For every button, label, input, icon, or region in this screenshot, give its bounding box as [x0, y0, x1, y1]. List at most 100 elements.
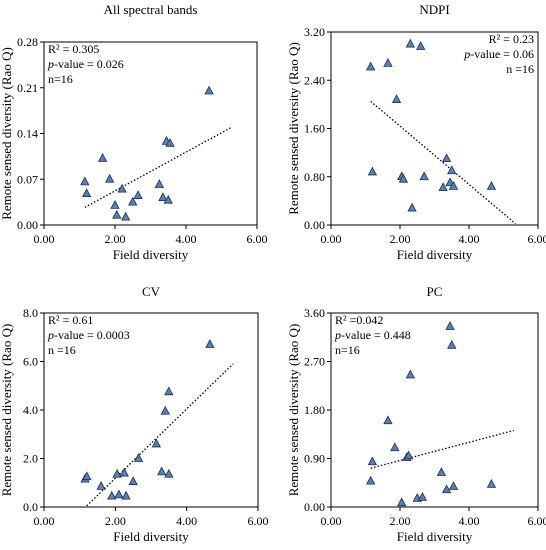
x-tick-label: 4.00: [459, 514, 480, 528]
annotation-pvalue: p-value = 0.0003: [47, 328, 130, 342]
annotation-p-symbol: p: [47, 328, 54, 342]
plot-frame: [43, 312, 259, 508]
data-point: [81, 188, 92, 198]
annotation-pvalue: p-value = 0.026: [47, 57, 124, 71]
y-tick-label: 3.20: [304, 25, 325, 39]
x-tick-label: 6.00: [528, 232, 546, 246]
y-tick-label: 0.07: [17, 172, 38, 186]
y-tick-label: 2.0: [23, 452, 38, 466]
data-point: [110, 200, 120, 209]
x-tick-label: 0.00: [34, 232, 55, 246]
data-point: [447, 339, 457, 349]
data-point: [105, 173, 115, 183]
trend-line: [84, 126, 233, 208]
data-point: [367, 456, 378, 466]
data-point: [97, 152, 108, 162]
x-tick-label: 4.00: [176, 232, 197, 246]
y-tick-label: 6.0: [23, 355, 38, 369]
data-point: [128, 196, 138, 206]
data-point: [151, 438, 162, 448]
data-point: [419, 171, 429, 181]
chart-title: NDPI: [419, 2, 449, 17]
y-tick-label: 0.00: [304, 218, 325, 232]
data-point: [417, 491, 428, 501]
chart-panel-4: PC 0.00 2.00 4.00 6.00 0.00 0.90 1.80 2.70 3.60 Fi…: [286, 284, 546, 544]
annotation-r2: R² = 0.23: [489, 32, 534, 46]
y-tick-label: 0.90: [304, 452, 325, 466]
y-tick-label: 0.14: [17, 127, 38, 141]
data-point: [204, 85, 214, 95]
y-tick-label: 4.0: [23, 403, 38, 417]
data-point: [107, 490, 117, 500]
annotation-p-text: -value = 0.0003: [54, 328, 130, 342]
data-point: [366, 61, 376, 71]
y-tick-label: 0.80: [304, 170, 325, 184]
y-tick-label: 0.28: [17, 35, 38, 49]
annotation-n: n=16: [335, 343, 360, 357]
data-point: [390, 442, 400, 452]
data-point: [133, 190, 143, 199]
y-tick-label: 8.0: [23, 306, 38, 320]
data-point: [117, 183, 127, 193]
data-point: [82, 471, 92, 481]
chart-panel-1: All spectral bands 0.00 2.00 4.00 6.00 0.00 0.…: [0, 2, 268, 262]
data-point: [403, 450, 414, 460]
y-tick-label: 1.60: [304, 122, 325, 136]
data-point: [405, 369, 416, 379]
chart-title: CV: [142, 284, 161, 299]
data-point: [486, 479, 497, 488]
data-point: [165, 137, 175, 147]
y-axis-label: Remote sensed diversity (Rao Q): [286, 42, 301, 215]
annotation-p-symbol: p: [47, 57, 54, 71]
data-point: [448, 181, 459, 190]
y-tick-label: 0.00: [304, 500, 325, 514]
x-tick-label: 2.00: [105, 232, 126, 246]
data-point: [121, 490, 131, 500]
data-point: [441, 484, 452, 494]
data-point: [486, 181, 497, 190]
x-tick-label: 6.00: [247, 232, 268, 246]
data-point: [163, 194, 173, 204]
x-axis-label: Field diversity: [397, 529, 473, 544]
annotation-pvalue: p-value = 0.06: [463, 47, 534, 61]
data-point: [367, 166, 378, 176]
annotation-p-text: -value = 0.448: [341, 328, 411, 342]
data-point: [164, 468, 174, 478]
data-point: [154, 179, 165, 188]
x-tick-label: 0.00: [34, 514, 55, 528]
data-point: [445, 321, 455, 330]
annotation-r2: R² = 0.61: [48, 313, 93, 327]
trend-line: [370, 100, 516, 225]
x-tick-label: 2.00: [390, 232, 411, 246]
annotation-p-symbol: p: [334, 328, 341, 342]
annotation-r2: R² = 0.305: [48, 42, 99, 56]
y-tick-label: 2.40: [304, 73, 325, 87]
y-tick-label: 0.00: [17, 218, 38, 232]
data-point: [114, 489, 124, 499]
plot-frame: [330, 312, 539, 508]
data-point: [164, 386, 174, 396]
annotation-pvalue: p-value = 0.448: [334, 328, 411, 342]
x-tick-label: 0.00: [321, 514, 342, 528]
y-axis-label: Remote sensed diversity (Rao Q): [286, 324, 301, 497]
data-point: [112, 468, 122, 478]
y-axis-label: Remote sensed diversity (Rao Q): [0, 324, 14, 497]
annotation-p-text: -value = 0.06: [470, 47, 534, 61]
trend-line: [370, 429, 515, 469]
annotation-n: n =16: [48, 343, 76, 357]
annotation-p-text: -value = 0.026: [54, 57, 124, 71]
data-point: [391, 94, 402, 103]
y-tick-label: 3.60: [304, 306, 325, 320]
y-tick-label: 2.70: [304, 355, 325, 369]
x-tick-label: 2.00: [390, 514, 411, 528]
chart-panel-2: NDPI 0.00 2.00 4.00 6.00 0.00 0.80 1.60 2.40 3.20…: [286, 2, 546, 262]
annotation-n: n =16: [506, 62, 534, 76]
data-point: [112, 209, 122, 219]
x-tick-label: 2.00: [105, 514, 126, 528]
y-tick-label: 0.0: [23, 500, 38, 514]
data-point: [397, 497, 407, 507]
x-tick-label: 0.00: [321, 232, 342, 246]
x-axis-label: Field diversity: [113, 529, 189, 544]
data-point: [158, 192, 168, 201]
